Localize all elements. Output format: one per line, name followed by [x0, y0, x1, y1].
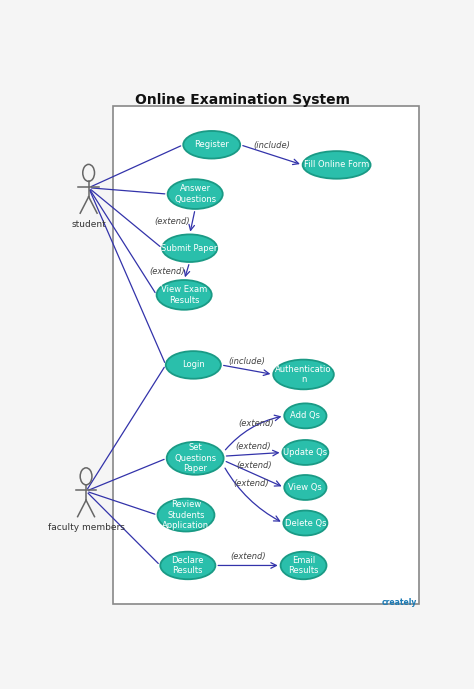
Text: (include): (include) [253, 141, 290, 150]
Ellipse shape [284, 475, 327, 500]
Text: View Qs: View Qs [289, 483, 322, 492]
Ellipse shape [183, 131, 240, 158]
Ellipse shape [160, 552, 215, 579]
Text: Declare
Results: Declare Results [172, 556, 204, 575]
Text: Add Qs: Add Qs [291, 411, 320, 420]
Ellipse shape [273, 360, 334, 389]
Text: (extend): (extend) [230, 553, 266, 562]
Ellipse shape [162, 234, 217, 262]
Text: (extend): (extend) [238, 419, 273, 428]
Text: creately: creately [382, 598, 418, 607]
Text: Review
Students
Application: Review Students Application [163, 500, 210, 530]
Ellipse shape [168, 179, 223, 209]
Text: (include): (include) [228, 357, 265, 366]
Text: (extend): (extend) [234, 480, 269, 489]
Ellipse shape [167, 442, 224, 475]
Text: Authenticatio
n: Authenticatio n [275, 364, 332, 384]
Text: (extend): (extend) [149, 267, 184, 276]
Text: Delete Qs: Delete Qs [284, 519, 326, 528]
Text: Email
Results: Email Results [288, 556, 319, 575]
Text: Answer
Questions: Answer Questions [174, 185, 216, 204]
Ellipse shape [302, 151, 371, 178]
Text: Update Qs: Update Qs [283, 448, 328, 457]
Ellipse shape [166, 351, 221, 379]
Text: Online Examination System: Online Examination System [136, 93, 350, 107]
Text: Submit Paper: Submit Paper [162, 244, 218, 253]
Ellipse shape [156, 280, 212, 310]
Ellipse shape [283, 440, 328, 465]
Text: (extend): (extend) [155, 217, 190, 226]
Text: Register: Register [194, 141, 229, 150]
Text: View Exam
Results: View Exam Results [161, 285, 207, 305]
Ellipse shape [284, 403, 327, 429]
Ellipse shape [157, 499, 214, 531]
Text: (extend): (extend) [235, 442, 271, 451]
Ellipse shape [283, 511, 328, 535]
Text: (extend): (extend) [236, 462, 272, 471]
Text: Fill Online Form: Fill Online Form [304, 161, 369, 169]
FancyBboxPatch shape [112, 106, 419, 604]
Text: faculty members: faculty members [47, 523, 125, 532]
Text: Set
Questions
Paper: Set Questions Paper [174, 444, 216, 473]
Ellipse shape [281, 552, 327, 579]
Text: student: student [71, 220, 106, 229]
Text: Login: Login [182, 360, 205, 369]
